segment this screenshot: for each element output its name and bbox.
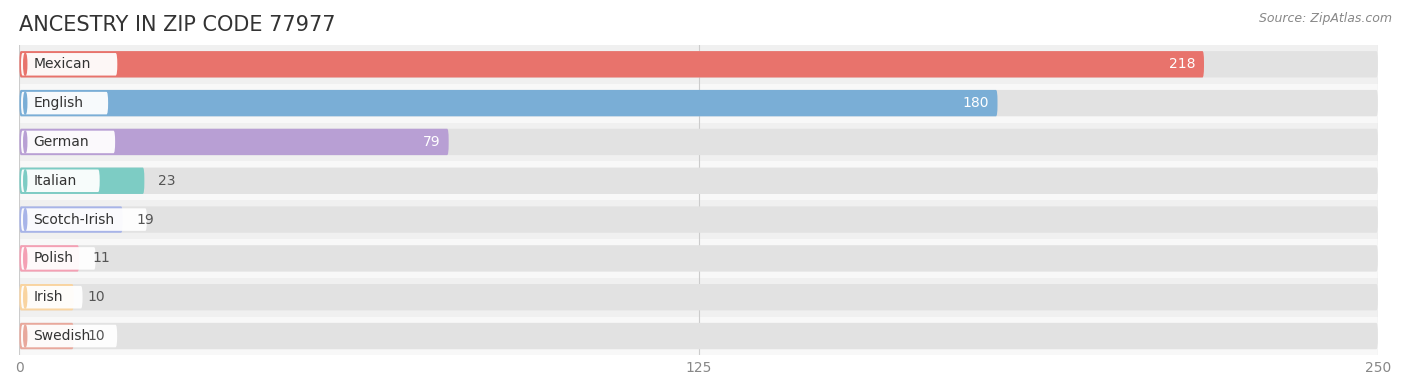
FancyBboxPatch shape	[20, 129, 449, 155]
Bar	[20, 161, 1378, 200]
FancyBboxPatch shape	[20, 245, 1378, 271]
Bar	[20, 278, 1378, 317]
Circle shape	[24, 325, 27, 347]
Circle shape	[24, 286, 27, 308]
Text: 79: 79	[423, 135, 440, 149]
FancyBboxPatch shape	[20, 129, 1378, 155]
FancyBboxPatch shape	[20, 90, 1378, 116]
Bar	[20, 84, 1378, 122]
FancyBboxPatch shape	[20, 206, 1378, 233]
FancyBboxPatch shape	[21, 247, 96, 269]
FancyBboxPatch shape	[20, 51, 1204, 78]
Text: 218: 218	[1170, 57, 1197, 71]
Text: Mexican: Mexican	[34, 57, 91, 71]
Text: Scotch-Irish: Scotch-Irish	[34, 213, 115, 227]
FancyBboxPatch shape	[21, 131, 115, 153]
Text: 23: 23	[157, 174, 176, 188]
Text: Swedish: Swedish	[34, 329, 91, 343]
FancyBboxPatch shape	[20, 90, 997, 116]
FancyBboxPatch shape	[21, 208, 146, 231]
Text: 11: 11	[93, 252, 111, 266]
Circle shape	[24, 131, 27, 153]
Text: 180: 180	[963, 96, 990, 110]
Bar	[20, 200, 1378, 239]
Text: Italian: Italian	[34, 174, 77, 188]
FancyBboxPatch shape	[21, 170, 100, 192]
Text: ANCESTRY IN ZIP CODE 77977: ANCESTRY IN ZIP CODE 77977	[20, 15, 336, 35]
Text: English: English	[34, 96, 83, 110]
FancyBboxPatch shape	[20, 323, 1378, 349]
Bar	[20, 239, 1378, 278]
FancyBboxPatch shape	[20, 168, 145, 194]
Circle shape	[24, 92, 27, 114]
FancyBboxPatch shape	[21, 325, 117, 347]
FancyBboxPatch shape	[20, 323, 73, 349]
FancyBboxPatch shape	[20, 245, 79, 271]
FancyBboxPatch shape	[21, 53, 117, 76]
Text: German: German	[34, 135, 89, 149]
FancyBboxPatch shape	[20, 284, 1378, 310]
Bar	[20, 317, 1378, 355]
Text: Polish: Polish	[34, 252, 73, 266]
Circle shape	[24, 209, 27, 230]
Circle shape	[24, 248, 27, 269]
FancyBboxPatch shape	[20, 168, 1378, 194]
Circle shape	[24, 170, 27, 191]
Text: Irish: Irish	[34, 290, 63, 304]
Text: 10: 10	[87, 290, 105, 304]
Circle shape	[24, 53, 27, 75]
FancyBboxPatch shape	[21, 92, 108, 114]
Bar	[20, 122, 1378, 161]
FancyBboxPatch shape	[20, 284, 73, 310]
FancyBboxPatch shape	[20, 206, 122, 233]
Text: 10: 10	[87, 329, 105, 343]
FancyBboxPatch shape	[21, 286, 83, 308]
Bar	[20, 45, 1378, 84]
Text: 19: 19	[136, 213, 153, 227]
Text: Source: ZipAtlas.com: Source: ZipAtlas.com	[1258, 12, 1392, 25]
FancyBboxPatch shape	[20, 51, 1378, 78]
